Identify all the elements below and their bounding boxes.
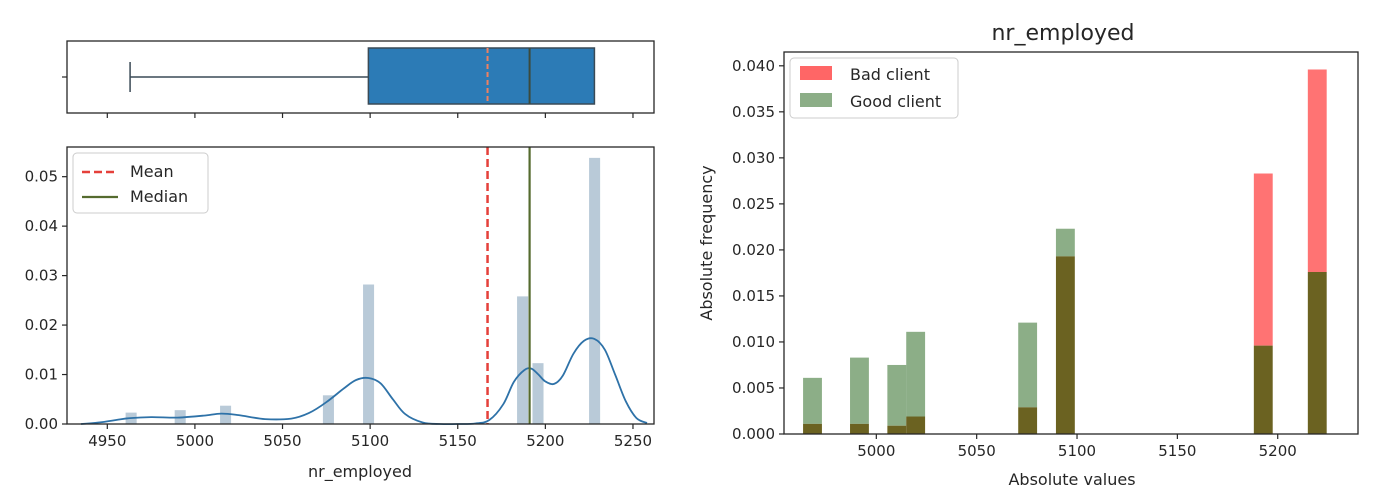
legend-mean-label: Mean <box>130 162 174 181</box>
right-y-tick-label: 0.010 <box>732 333 775 351</box>
overlap-bar-4 <box>1018 407 1038 434</box>
histogram-x-tick-label: 5100 <box>351 432 389 450</box>
histogram-x-tick-label: 5150 <box>439 432 477 450</box>
histogram-bar-4 <box>363 284 375 424</box>
histogram-x-tick-label: 5250 <box>614 432 652 450</box>
right-y-tick-label: 0.020 <box>732 241 775 259</box>
overlap-bar-2 <box>887 425 907 434</box>
overlap-bar-1 <box>850 423 869 434</box>
histogram-x-tick-label: 5050 <box>263 432 301 450</box>
histogram-x-tick-label: 5200 <box>526 432 564 450</box>
histogram-bar-3 <box>322 395 334 424</box>
histogram-ticks: 4950 5000 5050 5100 5150 5200 5250 0.00 0.01 0.02… <box>25 168 652 450</box>
legend-bad-client-swatch <box>800 66 832 80</box>
left-boxplot-panel <box>62 40 655 118</box>
right-y-tick-label: 0.035 <box>732 103 775 121</box>
right-y-tick-label: 0.015 <box>732 287 775 305</box>
right-y-tick-label: 0.040 <box>732 57 775 75</box>
boxplot-marks <box>129 47 596 105</box>
right-x-tick-label: 5100 <box>1058 442 1096 460</box>
right-histogram-ticks: 5000 5050 5100 5150 5200 0.000 0.005 0.010 0.015… <box>732 57 1297 460</box>
chart-title: nr_employed <box>991 21 1134 46</box>
histogram-bar-5 <box>517 296 529 424</box>
histogram-y-tick-label: 0.03 <box>25 267 58 285</box>
right-x-axis-label: Absolute values <box>1008 470 1135 489</box>
boxplot-box <box>367 47 596 105</box>
good-client-bar-1 <box>850 357 869 424</box>
right-x-tick-label: 5150 <box>1158 442 1196 460</box>
right-x-tick-label: 5200 <box>1259 442 1297 460</box>
right-histogram-panel: nr_employed 5000 5050 5100 5150 5200 0.000 0.0… <box>697 21 1359 489</box>
histogram-bar-7 <box>589 157 601 424</box>
good-client-bar-3 <box>906 331 926 417</box>
right-y-axis-label: Absolute frequency <box>697 165 716 320</box>
boxplot-x-ticks <box>106 113 634 118</box>
good-client-bar-5 <box>1055 228 1075 257</box>
overlap-bar-6 <box>1253 345 1273 434</box>
histogram-x-axis-label: nr_employed <box>308 462 412 482</box>
legend-bad-client-label: Bad client <box>850 65 930 84</box>
bad-client-bar-7 <box>1307 69 1327 272</box>
histogram-y-tick-label: 0.00 <box>25 415 58 433</box>
overlap-bar-0 <box>803 423 822 434</box>
histogram-y-tick-label: 0.01 <box>25 366 58 384</box>
right-y-tick-label: 0.030 <box>732 149 775 167</box>
histogram-frame <box>66 146 655 425</box>
overlap-bar-3 <box>906 416 926 434</box>
bad-client-bar-6 <box>1253 173 1273 346</box>
legend-median-label: Median <box>130 187 188 206</box>
right-y-tick-label: 0.005 <box>732 379 775 397</box>
histogram-x-tick-label: 4950 <box>88 432 126 450</box>
histogram-bar-6 <box>532 363 544 424</box>
good-client-bar-2 <box>887 364 907 426</box>
histogram-bar-2 <box>220 405 232 424</box>
legend-good-client-label: Good client <box>850 92 941 111</box>
histogram-x-tick-label: 5000 <box>176 432 214 450</box>
right-histogram-legend: Bad client Good client <box>789 57 959 119</box>
legend-good-client-swatch <box>800 93 832 107</box>
histogram-legend: Mean Median <box>72 152 209 214</box>
histogram-y-tick-label: 0.05 <box>25 168 58 186</box>
right-x-tick-label: 5050 <box>958 442 996 460</box>
good-client-bar-4 <box>1018 322 1038 408</box>
right-x-tick-label: 5000 <box>857 442 895 460</box>
histogram-y-tick-label: 0.04 <box>25 217 58 235</box>
good-client-bar-0 <box>803 377 822 424</box>
right-y-tick-label: 0.025 <box>732 195 775 213</box>
right-histogram-marks <box>803 69 1327 434</box>
overlap-bar-7 <box>1307 271 1327 434</box>
left-histogram-panel: 4950 5000 5050 5100 5150 5200 5250 0.00 0.01 0.02… <box>25 146 655 482</box>
right-y-tick-label: 0.000 <box>732 425 775 443</box>
right-histogram-frame <box>783 51 1359 435</box>
histogram-y-tick-label: 0.02 <box>25 316 58 334</box>
overlap-bar-5 <box>1055 256 1075 434</box>
